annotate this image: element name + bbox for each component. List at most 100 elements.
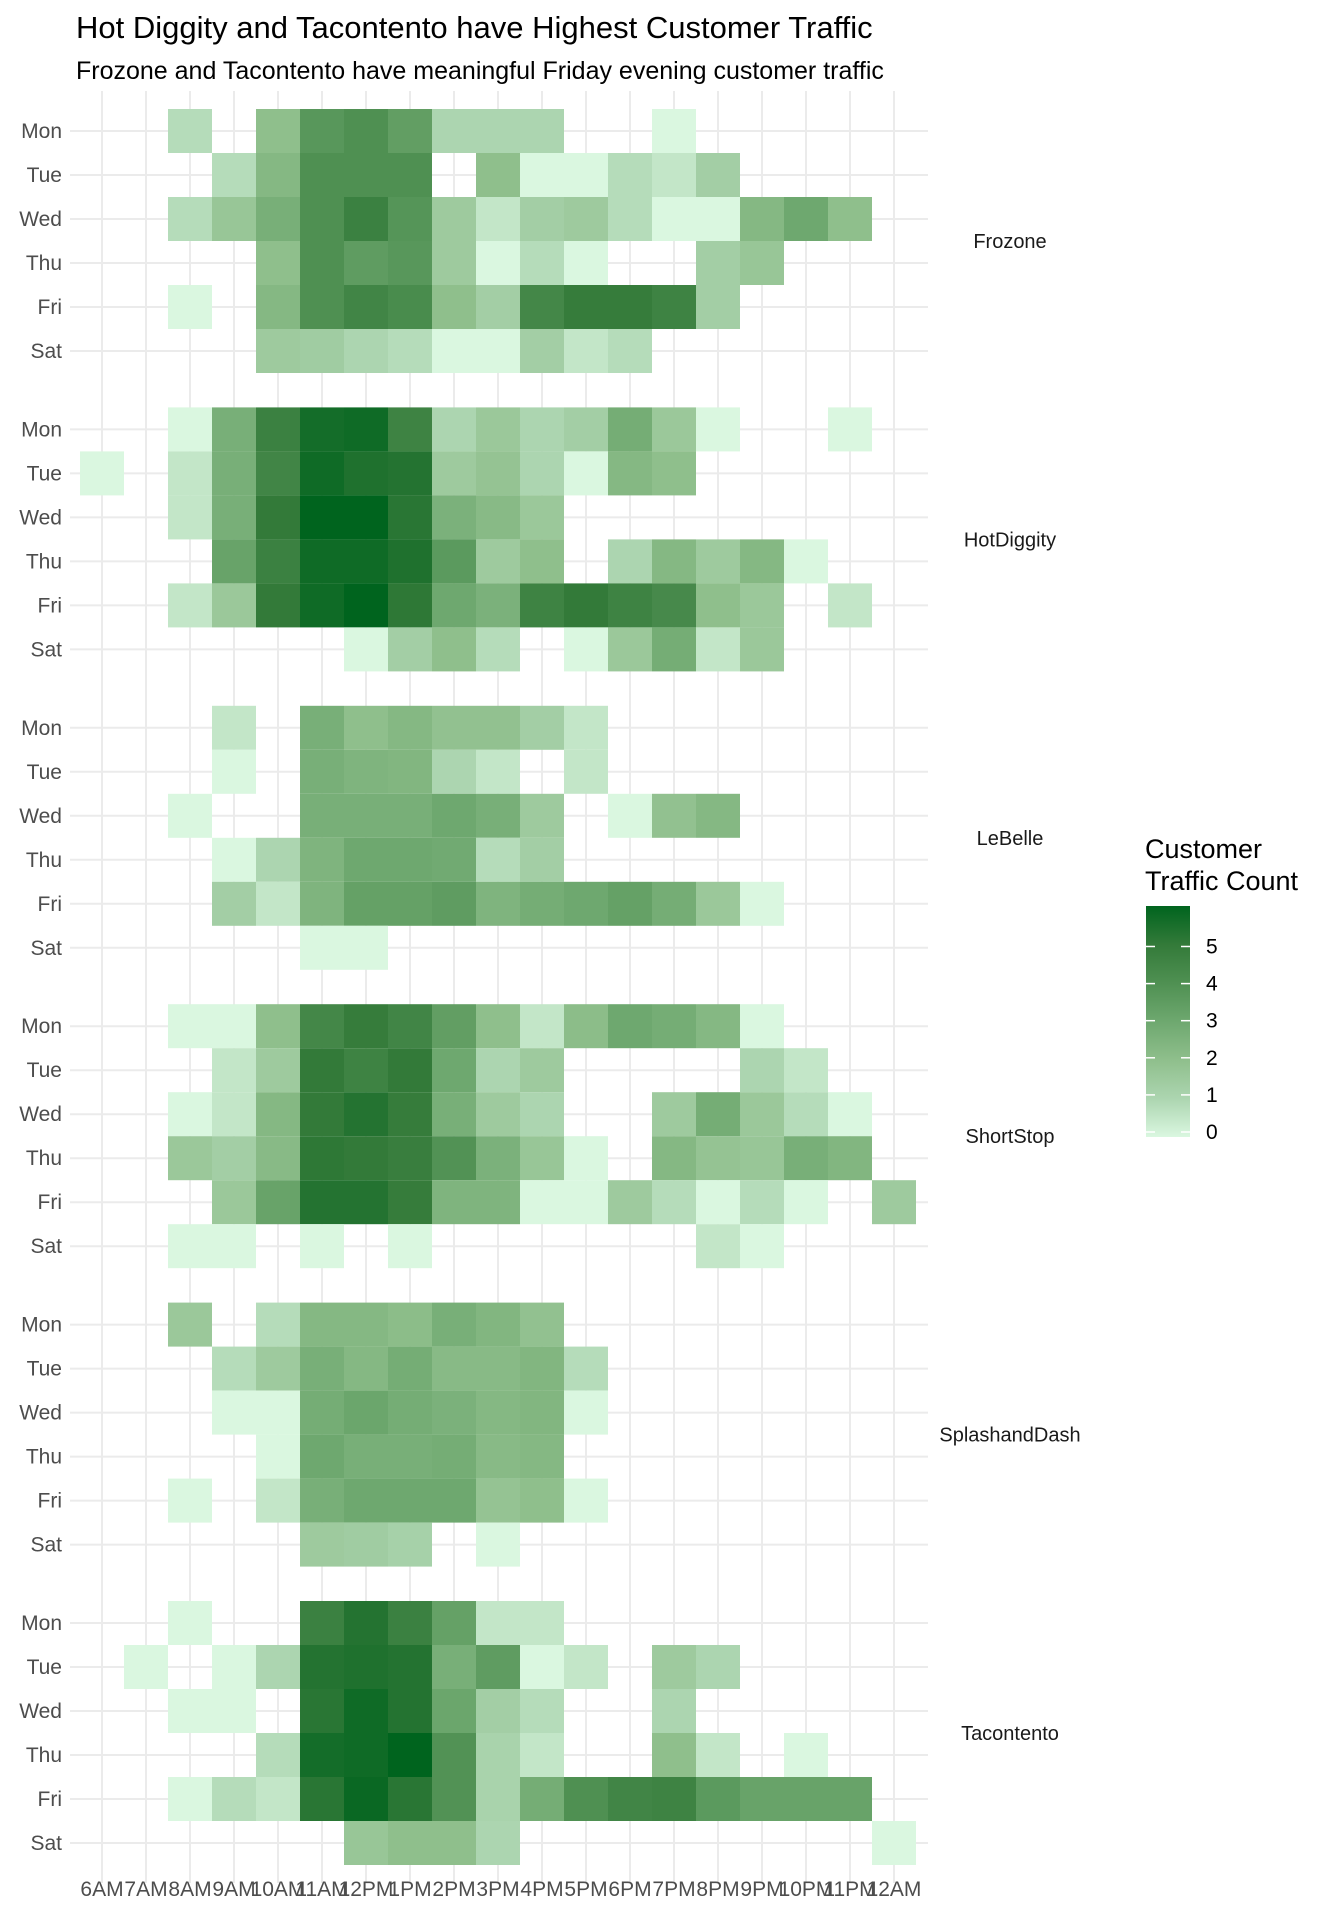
heatmap-cell: Frozone Mon 3PM: 1 <box>476 109 520 153</box>
heatmap-cell: Tacontento Fri 8AM: 0 <box>168 1777 212 1821</box>
heatmap-cell: Frozone Thu 8PM: 1.3 <box>696 241 740 285</box>
heatmap-cell: Frozone Thu 3PM: 0 <box>476 241 520 285</box>
heatmap-cell: ShortStop Thu 11AM: 5.1 <box>300 1136 344 1181</box>
heatmap-cell: Frozone Tue 1PM: 4 <box>388 153 432 197</box>
heatmap-cell: ShortStop Tue 4PM: 1.5 <box>520 1048 564 1093</box>
heatmap-cell: Tacontento Wed 2PM: 3.1 <box>432 1689 476 1733</box>
y-tick-label: Mon <box>21 120 62 143</box>
heatmap-cell: Frozone Fri 1PM: 4.2 <box>388 285 432 329</box>
heatmap-cell: Tacontento Sat 12AM: 0 <box>872 1821 916 1865</box>
heatmap-cell: ShortStop Fri 5PM: 0 <box>564 1180 608 1225</box>
heatmap-cell: Frozone Thu 4PM: 0.8 <box>520 241 564 285</box>
heatmap-cell: Frozone Thu 10AM: 2 <box>256 241 300 285</box>
heatmap-cell: HotDiggity Tue 12PM: 5.4 <box>344 451 388 496</box>
heatmap-cell: LeBelle Wed 6PM: 0 <box>608 793 652 838</box>
y-tick-label: Fri <box>38 1788 63 1811</box>
heatmap-cell: ShortStop Mon 4PM: 0.5 <box>520 1004 564 1049</box>
heatmap-cell: SplashandDash Wed 12PM: 3.1 <box>344 1390 388 1435</box>
legend-tick-label: 1 <box>1206 1084 1218 1107</box>
heatmap-cell: Tacontento Wed 9AM: 0 <box>212 1689 256 1733</box>
heatmap-cell: ShortStop Sat 8PM: 0.5 <box>696 1224 740 1269</box>
heatmap-cell: Frozone Wed 12PM: 4.7 <box>344 197 388 241</box>
heatmap-cell: HotDiggity Tue 7PM: 2 <box>652 451 696 496</box>
heatmap-cell: LeBelle Fri 4PM: 2.8 <box>520 881 564 926</box>
heatmap-cell: SplashandDash Fri 2PM: 3 <box>432 1478 476 1523</box>
heatmap-cell: Frozone Tue 8PM: 1.3 <box>696 153 740 197</box>
heatmap-cell: Frozone Wed 4PM: 1.3 <box>520 197 564 241</box>
heatmap-cell: HotDiggity Wed 1PM: 5.2 <box>388 495 432 540</box>
heatmap-cell: HotDiggity Fri 9PM: 1.6 <box>740 583 784 628</box>
heatmap-cell: HotDiggity Mon 5PM: 1.3 <box>564 407 608 452</box>
heatmap-cell: HotDiggity Wed 10AM: 5 <box>256 495 300 540</box>
heatmap-cell: HotDiggity Mon 1PM: 4.6 <box>388 407 432 452</box>
heatmap-cell: Tacontento Thu 3PM: 1.1 <box>476 1733 520 1777</box>
heatmap-cell: ShortStop Thu 10PM: 2.7 <box>784 1136 828 1181</box>
heatmap-cell: SplashandDash Wed 10AM: 0 <box>256 1390 300 1435</box>
heatmap-cell: ShortStop Thu 10AM: 2.2 <box>256 1136 300 1181</box>
heatmap-cell: SplashandDash Mon 11AM: 2.3 <box>300 1302 344 1347</box>
x-tick-label: 7AM <box>124 1878 167 1901</box>
heatmap-cell: HotDiggity Tue 4PM: 1 <box>520 451 564 496</box>
heatmap-cell: HotDiggity Thu 4PM: 2 <box>520 539 564 584</box>
heatmap-cell: LeBelle Sat 12PM: 0 <box>344 925 388 970</box>
x-tick-label: 6AM <box>80 1878 123 1901</box>
heatmap-cell: Frozone Wed 11PM: 2 <box>828 197 872 241</box>
y-tick-label: Tue <box>27 1656 62 1679</box>
heatmap-cell: ShortStop Mon 2PM: 3.4 <box>432 1004 476 1049</box>
x-tick-label: 8AM <box>168 1878 211 1901</box>
heatmap-cell: HotDiggity Wed 11AM: 6 <box>300 495 344 540</box>
heatmap-cell: SplashandDash Wed 3PM: 2.3 <box>476 1390 520 1435</box>
heatmap-cell: SplashandDash Mon 4PM: 1.9 <box>520 1302 564 1347</box>
heatmap-cell: LeBelle Mon 9AM: 0.5 <box>212 705 256 750</box>
heatmap-cell: Frozone Fri 8PM: 1.3 <box>696 285 740 329</box>
heatmap-cell: ShortStop Thu 8AM: 1.6 <box>168 1136 212 1181</box>
heatmap-cell: ShortStop Mon 6PM: 3 <box>608 1004 652 1049</box>
heatmap-cell: Frozone Wed 7PM: 0 <box>652 197 696 241</box>
heatmap-cell: ShortStop Mon 10AM: 2 <box>256 1004 300 1049</box>
heatmap-cell: HotDiggity Sat 8PM: 0.5 <box>696 627 740 672</box>
heatmap-cell: Frozone Tue 3PM: 2 <box>476 153 520 197</box>
legend-colorbar <box>1146 906 1190 1137</box>
heatmap-cell: ShortStop Fri 3PM: 2.5 <box>476 1180 520 1225</box>
heatmap-cell: HotDiggity Fri 8AM: 0.5 <box>168 583 212 628</box>
facet-panel-hotdiggity: HotDiggity Mon 8AM: 0HotDiggity Mon 9AM:… <box>19 389 1056 690</box>
heatmap-cell: LeBelle Fri 10AM: 0.5 <box>256 881 300 926</box>
heatmap-cell: ShortStop Mon 9PM: 0 <box>740 1004 784 1049</box>
heatmap-cell: HotDiggity Mon 12PM: 5.7 <box>344 407 388 452</box>
heatmap-cell: Frozone Fri 4PM: 4.4 <box>520 285 564 329</box>
heatmap-cell: SplashandDash Sat 1PM: 1.2 <box>388 1522 432 1567</box>
x-tick-label: 1PM <box>388 1878 431 1901</box>
heatmap-cell: ShortStop Sat 9PM: 0 <box>740 1224 784 1269</box>
heatmap-cell: ShortStop Sat 8AM: 0 <box>168 1224 212 1269</box>
heatmap-cell: HotDiggity Fri 12PM: 6 <box>344 583 388 628</box>
heatmap-cell: ShortStop Thu 1PM: 4.8 <box>388 1136 432 1181</box>
heatmap-cell: LeBelle Thu 4PM: 1.3 <box>520 837 564 882</box>
heatmap-cell: SplashandDash Tue 3PM: 2.2 <box>476 1346 520 1391</box>
heatmap-cell: LeBelle Wed 2PM: 3 <box>432 793 476 838</box>
heatmap-cell: Frozone Mon 8AM: 0.8 <box>168 109 212 153</box>
y-tick-label: Fri <box>38 893 63 916</box>
heatmap-cell: Frozone Mon 1PM: 3.4 <box>388 109 432 153</box>
heatmap-cell: Frozone Sat 10AM: 1.5 <box>256 329 300 373</box>
heatmap-cell: ShortStop Fri 12PM: 5.3 <box>344 1180 388 1225</box>
heatmap-cell: SplashandDash Mon 8AM: 1.6 <box>168 1302 212 1347</box>
heatmap-cell: SplashandDash Thu 11AM: 3 <box>300 1434 344 1479</box>
heatmap-cell: Frozone Fri 8AM: 0 <box>168 285 212 329</box>
heatmap-cell: ShortStop Wed 11PM: 0 <box>828 1092 872 1137</box>
heatmap-cell: Tacontento Fri 9PM: 3.2 <box>740 1777 784 1821</box>
heatmap-cell: Tacontento Sat 12PM: 1.7 <box>344 1821 388 1865</box>
heatmap-cell: ShortStop Mon 3PM: 2 <box>476 1004 520 1049</box>
heatmap-cell: Tacontento Fri 8PM: 3.6 <box>696 1777 740 1821</box>
heatmap-cell: HotDiggity Thu 10AM: 4.7 <box>256 539 300 584</box>
legend-tick-label: 5 <box>1206 935 1218 958</box>
heatmap-cell: SplashandDash Fri 11AM: 2.7 <box>300 1478 344 1523</box>
heatmap-cell: ShortStop Tue 9AM: 0.5 <box>212 1048 256 1093</box>
heatmap-cell: LeBelle Thu 1PM: 3 <box>388 837 432 882</box>
heatmap-cell: Frozone Fri 10AM: 2.3 <box>256 285 300 329</box>
x-tick-label: 5PM <box>564 1878 607 1901</box>
legend-tick-label: 0 <box>1206 1121 1218 1144</box>
chart-title: Hot Diggity and Tacontento have Highest … <box>76 10 873 45</box>
heatmap-cell: Frozone Tue 10AM: 2.3 <box>256 153 300 197</box>
heatmap-cell: ShortStop Thu 4PM: 1.7 <box>520 1136 564 1181</box>
heatmap-cell: HotDiggity Fri 3PM: 2.6 <box>476 583 520 628</box>
